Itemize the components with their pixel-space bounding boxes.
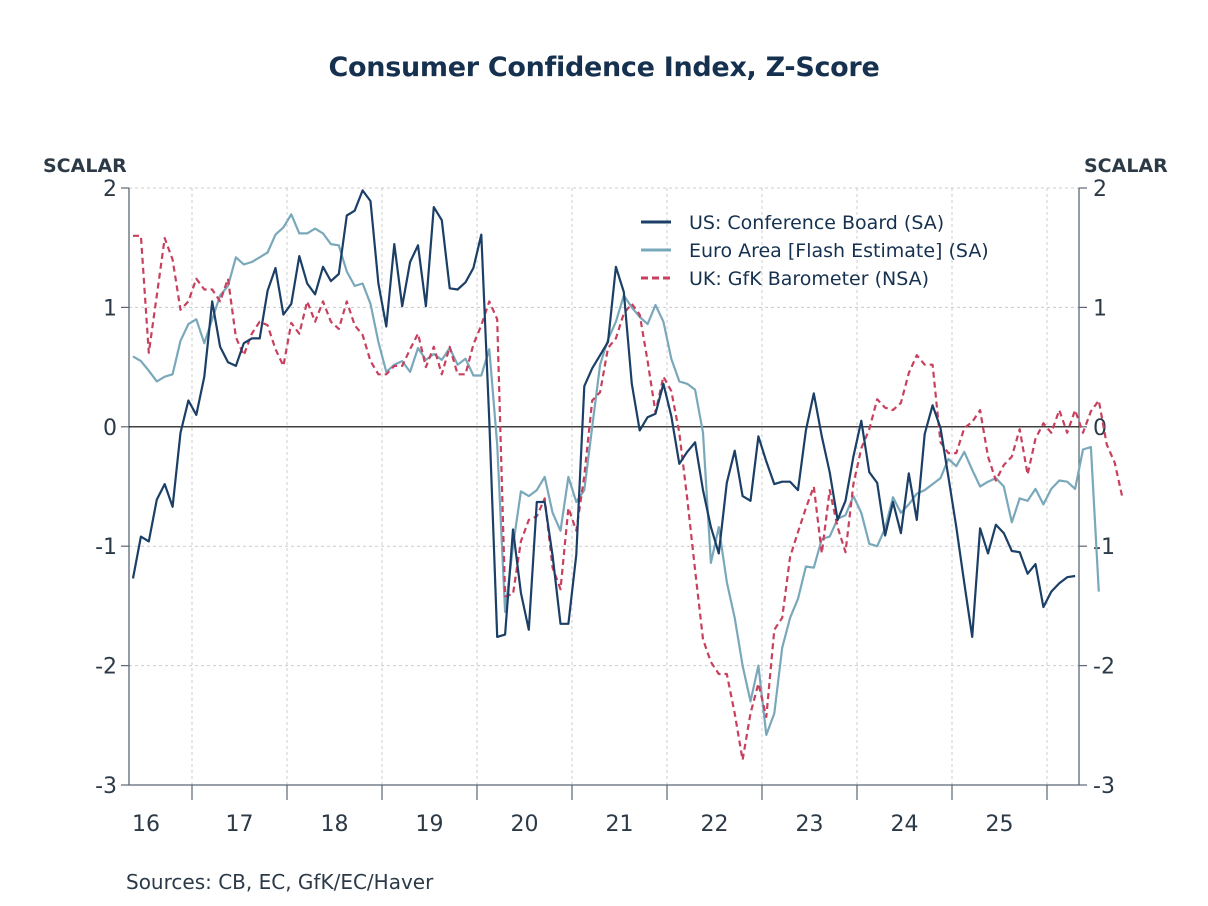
x-tick-label: 22 <box>701 812 729 837</box>
left-y-tick-label: -2 <box>95 655 117 680</box>
right-y-tick-label: -2 <box>1093 655 1115 680</box>
x-tick-label: 21 <box>606 812 634 837</box>
x-tick-label: 17 <box>226 812 254 837</box>
legend-label-uk: UK: GfK Barometer (NSA) <box>689 268 929 290</box>
right-y-tick-label: 2 <box>1093 177 1107 202</box>
left-y-tick-label: 1 <box>103 296 117 321</box>
legend-label-us: US: Conference Board (SA) <box>689 212 944 234</box>
x-tick-label: 16 <box>132 812 160 837</box>
left-y-tick-label: 2 <box>103 177 117 202</box>
series-lines <box>131 189 1124 762</box>
legend: US: Conference Board (SA) Euro Area [Flas… <box>641 212 989 290</box>
right-y-tick-label: 1 <box>1093 296 1107 321</box>
series-line-us <box>131 189 1076 639</box>
right-y-tick-label: -3 <box>1093 774 1115 799</box>
x-tick-label: 18 <box>321 812 349 837</box>
series-line-euro <box>132 213 1100 737</box>
axes: 2 21 10 0-1 -1-2 -2-3 -316 17 18 19 20 21 22 23 24 25 <box>95 177 1115 837</box>
chart-title: Consumer Confidence Index, Z-Score <box>328 52 880 83</box>
right-axis-unit-label: SCALAR <box>1084 155 1168 177</box>
x-tick-label: 24 <box>891 812 919 837</box>
legend-label-euro: Euro Area [Flash Estimate] (SA) <box>689 240 989 262</box>
left-y-tick-label: -3 <box>95 774 117 799</box>
left-axis-unit-label: SCALAR <box>43 155 127 177</box>
source-note: Sources: CB, EC, GfK/EC/Haver <box>126 870 434 894</box>
right-y-tick-label: -1 <box>1093 535 1115 560</box>
x-tick-label: 19 <box>416 812 444 837</box>
left-y-tick-label: 0 <box>103 416 117 441</box>
right-y-tick-label: 0 <box>1093 416 1107 441</box>
x-tick-label: 25 <box>986 812 1014 837</box>
series-line-uk <box>133 234 1124 762</box>
x-tick-label: 20 <box>511 812 539 837</box>
x-tick-label: 23 <box>796 812 824 837</box>
left-y-tick-label: -1 <box>95 535 117 560</box>
